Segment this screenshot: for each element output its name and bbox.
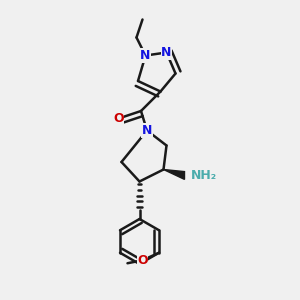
Text: N: N: [140, 49, 151, 62]
Text: O: O: [137, 254, 148, 267]
Text: N: N: [161, 46, 172, 59]
Polygon shape: [164, 169, 184, 179]
Text: NH₂: NH₂: [190, 169, 217, 182]
Text: N: N: [142, 124, 152, 137]
Text: O: O: [113, 112, 124, 125]
